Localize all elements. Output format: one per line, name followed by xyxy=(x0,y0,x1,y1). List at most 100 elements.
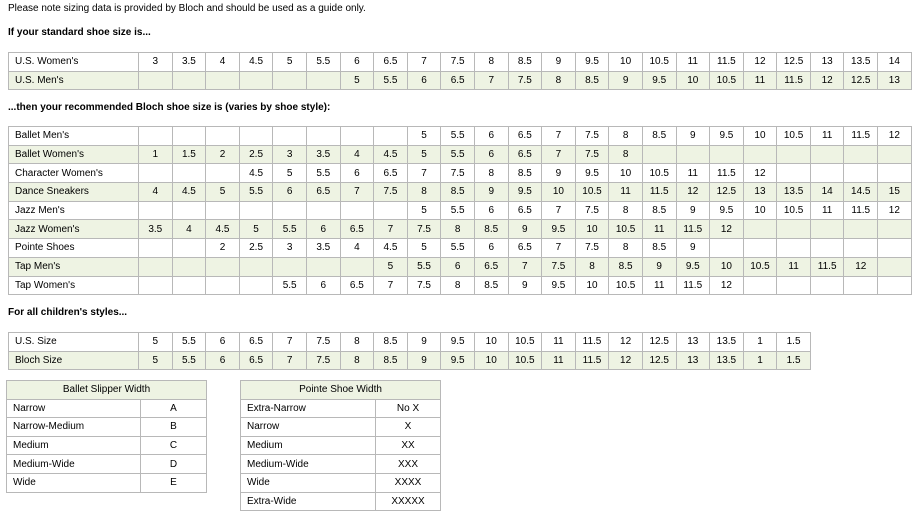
size-cell: 11 xyxy=(776,256,811,277)
table-row: Narrow A xyxy=(6,398,208,419)
table-row: Character Women's 4.5 5 5.5 6 6.5 7 7.5 8 8.5 9 9.5… xyxy=(8,163,912,184)
size-cell xyxy=(809,238,845,258)
size-cell: 12 xyxy=(608,332,643,352)
table-row: Medium-Wide XXX xyxy=(240,454,442,474)
size-cell: 9 xyxy=(541,52,576,72)
table-row: Medium XX xyxy=(240,435,442,456)
size-cell: 7 xyxy=(541,144,576,165)
size-cell xyxy=(138,275,173,296)
size-cell: 6.5 xyxy=(339,275,375,296)
width-code: XXXXX xyxy=(374,491,442,512)
size-cell xyxy=(776,163,811,184)
size-cell xyxy=(709,238,744,258)
size-cell: 10.5 xyxy=(709,70,744,91)
size-cell: 7 xyxy=(272,350,307,371)
row-label: Jazz Women's xyxy=(8,219,139,240)
size-cell: 4.5 xyxy=(238,163,274,184)
table-row: Extra-Wide XXXXX xyxy=(240,491,442,512)
size-cell: 11.5 xyxy=(641,182,677,202)
table-row: Extra-Narrow No X xyxy=(240,398,442,419)
width-code: A xyxy=(139,398,208,419)
table-row: Bloch Size 5 5.5 6 6.5 7 7.5 8 8.5 9 9.5 10 10.5 11 11… xyxy=(8,350,811,371)
size-cell: 10 xyxy=(473,332,509,352)
size-cell xyxy=(205,256,240,277)
size-cell xyxy=(205,200,240,221)
size-cell xyxy=(305,200,341,221)
size-cell: 6.5 xyxy=(440,70,475,91)
size-cell: 9.5 xyxy=(574,163,610,184)
table-row: Medium-Wide D xyxy=(6,454,208,474)
size-cell xyxy=(205,126,240,146)
size-cell: 6 xyxy=(305,219,341,240)
size-cell xyxy=(238,200,274,221)
size-cell xyxy=(138,238,173,258)
size-cell xyxy=(272,256,307,277)
size-cell xyxy=(205,275,240,296)
size-cell: 8.5 xyxy=(473,275,509,296)
row-label: Bloch Size xyxy=(8,350,139,371)
size-cell xyxy=(238,256,274,277)
size-cell: 7.5 xyxy=(406,275,442,296)
size-cell: 5 xyxy=(138,350,173,371)
size-cell xyxy=(238,275,274,296)
size-cell xyxy=(138,163,173,184)
table-row: Narrow-Medium B xyxy=(6,417,208,437)
size-cell: 6 xyxy=(305,275,341,296)
row-label: Character Women's xyxy=(8,163,139,184)
size-cell: 10.5 xyxy=(776,200,811,221)
width-name: Narrow xyxy=(6,398,141,419)
size-cell: 5.5 xyxy=(171,332,207,352)
size-cell: 9 xyxy=(406,332,442,352)
size-cell: 6 xyxy=(440,256,475,277)
size-cell: 5 xyxy=(272,163,307,184)
size-cell: 12 xyxy=(608,350,643,371)
size-cell xyxy=(809,163,845,184)
size-cell xyxy=(138,256,173,277)
size-cell: 4 xyxy=(339,144,375,165)
size-cell: 12 xyxy=(675,182,711,202)
size-cell: 4 xyxy=(138,182,173,202)
size-cell: 11 xyxy=(608,182,643,202)
table-row: Pointe Shoes 2 2.5 3 3.5 4 4.5 5 5.5 6 6.5 7 7.5 8 8.5… xyxy=(8,238,912,258)
size-cell: 9.5 xyxy=(675,256,711,277)
table-row: Narrow X xyxy=(240,417,442,437)
size-cell xyxy=(809,219,845,240)
size-cell: 12.5 xyxy=(641,332,677,352)
size-cell xyxy=(171,256,207,277)
size-cell: 11 xyxy=(675,52,711,72)
size-table: Ballet Men's 5 5.5 6 6.5 7 7.5 8 8.5 9 9.5 10 10.5 11… xyxy=(8,126,912,296)
size-cell: 6.5 xyxy=(507,126,543,146)
size-table: U.S. Size 5 5.5 6 6.5 7 7.5 8 8.5 9 9.5 10 10.5 11 11.… xyxy=(8,332,811,371)
size-cell: 7.5 xyxy=(440,163,475,184)
size-cell: 10 xyxy=(742,200,778,221)
size-cell: 8.5 xyxy=(641,126,677,146)
table-row: U.S. Men's 5 5.5 6 6.5 7 7.5 8 8.5 9 9.5 10 10.5 11 11… xyxy=(8,70,912,91)
size-cell: 12.5 xyxy=(776,52,811,72)
size-cell xyxy=(272,200,307,221)
size-cell: 2.5 xyxy=(238,238,274,258)
size-cell: 5.5 xyxy=(373,70,408,91)
size-cell: 1 xyxy=(742,350,778,371)
size-cell: 4 xyxy=(205,52,240,72)
size-cell: 7 xyxy=(339,182,375,202)
size-cell: 6 xyxy=(473,238,509,258)
width-name: Extra-Narrow xyxy=(240,398,376,419)
size-cell: 7 xyxy=(373,219,408,240)
size-cell: 5 xyxy=(205,182,240,202)
size-cell: 11 xyxy=(675,163,711,184)
size-cell: 5.5 xyxy=(440,238,475,258)
row-label: Tap Men's xyxy=(8,256,139,277)
size-cell xyxy=(709,144,744,165)
size-cell: 1.5 xyxy=(171,144,207,165)
size-cell: 11.5 xyxy=(709,163,744,184)
size-cell: 1.5 xyxy=(776,350,811,371)
size-cell xyxy=(171,70,207,91)
size-cell: 6.5 xyxy=(238,332,274,352)
size-cell: 9.5 xyxy=(641,70,677,91)
size-cell: 11.5 xyxy=(843,200,879,221)
size-cell xyxy=(205,163,240,184)
size-cell: 8.5 xyxy=(507,163,543,184)
size-cell: 6.5 xyxy=(473,256,509,277)
size-cell: 4 xyxy=(171,219,207,240)
size-cell: 6.5 xyxy=(507,144,543,165)
